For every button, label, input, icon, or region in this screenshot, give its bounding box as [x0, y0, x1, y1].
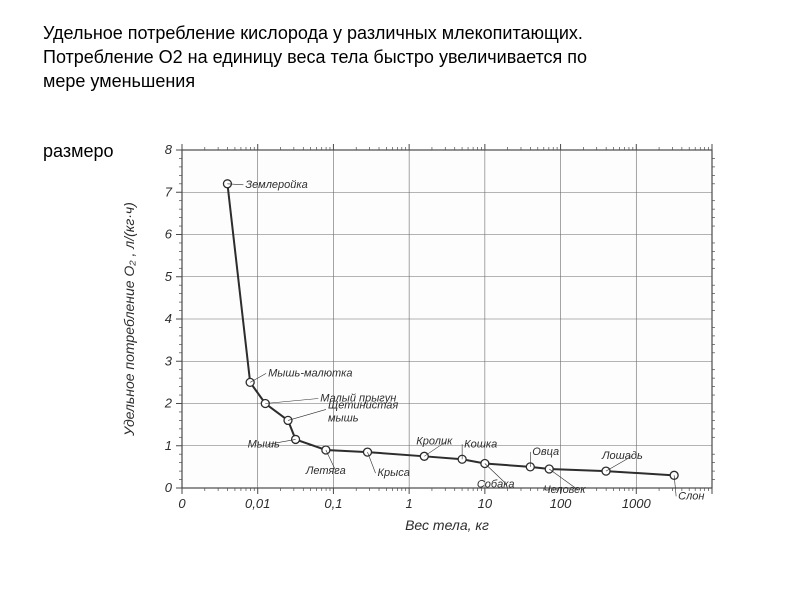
svg-text:0: 0 [165, 480, 173, 495]
svg-text:Овца: Овца [532, 446, 559, 458]
svg-text:6: 6 [165, 227, 173, 242]
svg-text:10: 10 [478, 496, 493, 511]
svg-text:Человек: Человек [543, 484, 586, 496]
svg-text:мышь: мышь [328, 412, 359, 424]
svg-text:8: 8 [165, 142, 173, 157]
svg-text:1000: 1000 [622, 496, 652, 511]
oxygen-consumption-chart: 0 1 2 3 4 5 6 7 8 0 0,01 0,1 1 10 100 1000 Землеройка Мыш… [100, 140, 730, 560]
svg-text:Собака: Собака [477, 478, 515, 490]
svg-text:Кошка: Кошка [464, 438, 497, 450]
svg-text:Мышь: Мышь [248, 438, 280, 450]
svg-text:0,01: 0,01 [245, 496, 270, 511]
svg-text:1: 1 [165, 438, 172, 453]
svg-text:Крыса: Крыса [378, 467, 410, 479]
svg-text:3: 3 [165, 353, 173, 368]
svg-text:Землеройка: Землеройка [245, 179, 307, 191]
svg-text:Кролик: Кролик [416, 435, 453, 447]
svg-text:Лошадь: Лошадь [601, 450, 643, 462]
svg-text:4: 4 [165, 311, 172, 326]
page-title-line1: Удельное потребление кислорода у различн… [43, 22, 743, 45]
chart-container: 0 1 2 3 4 5 6 7 8 0 0,01 0,1 1 10 100 1000 Землеройка Мыш… [100, 140, 730, 560]
svg-text:1: 1 [406, 496, 413, 511]
svg-text:5: 5 [165, 269, 173, 284]
svg-text:Удельное потребление O₂ , л/(к: Удельное потребление O₂ , л/(кг·ч) [121, 202, 137, 437]
svg-text:100: 100 [550, 496, 572, 511]
svg-text:Мышь-малютка: Мышь-малютка [268, 367, 352, 379]
svg-text:Щетинистая: Щетинистая [328, 399, 398, 411]
page-title-line2: Потребление О2 на единицу веса тела быст… [43, 46, 743, 69]
page-title-line3: мере уменьшения [43, 70, 743, 93]
svg-text:Вес тела, кг: Вес тела, кг [405, 517, 489, 533]
svg-text:Слон: Слон [678, 490, 704, 502]
svg-text:2: 2 [164, 396, 173, 411]
svg-text:0,1: 0,1 [324, 496, 342, 511]
svg-text:0: 0 [178, 496, 186, 511]
svg-text:Летяга: Летяга [305, 465, 346, 477]
svg-text:7: 7 [165, 184, 173, 199]
